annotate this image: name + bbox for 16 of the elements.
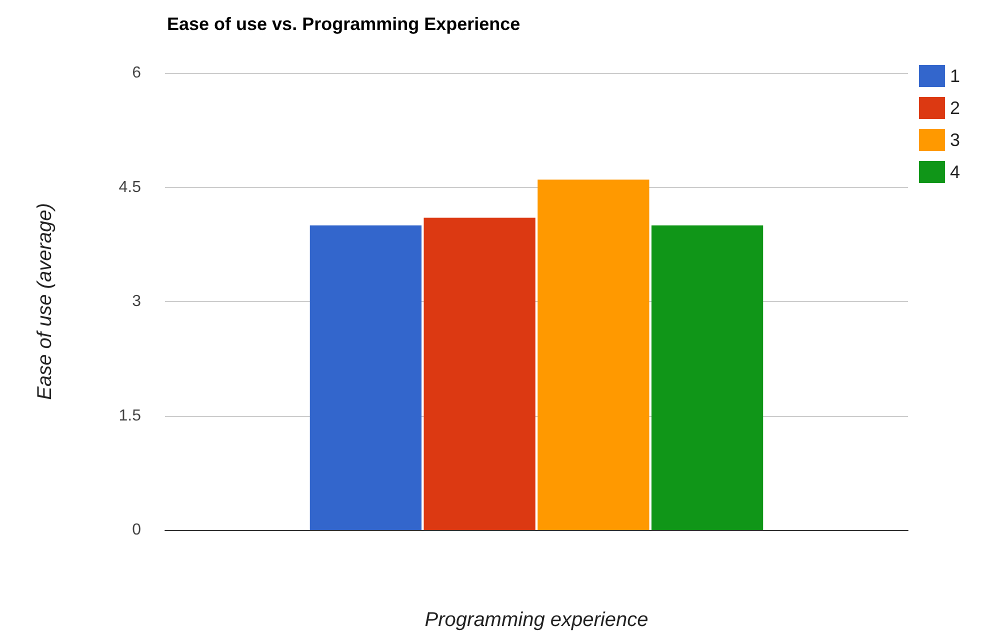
legend-label: 4 [950, 162, 960, 182]
y-tick-label: 3 [132, 293, 142, 310]
legend-label: 3 [950, 130, 960, 150]
legend-label: 2 [950, 98, 960, 118]
y-tick-label: 0 [132, 522, 142, 538]
y-tick-label: 4.5 [118, 178, 142, 196]
y-tick-label: 6 [132, 64, 142, 82]
y-tick-label: 1.5 [118, 407, 142, 424]
bar [651, 225, 764, 530]
x-axis-title: Programming experience [424, 609, 648, 631]
chart-title: Ease of use vs. Programming Experience [167, 14, 520, 34]
bar [538, 180, 650, 530]
bar [310, 225, 422, 530]
y-axis-title: Ease of use (average) [34, 203, 56, 400]
legend-label: 1 [950, 66, 960, 86]
bar [424, 218, 536, 530]
